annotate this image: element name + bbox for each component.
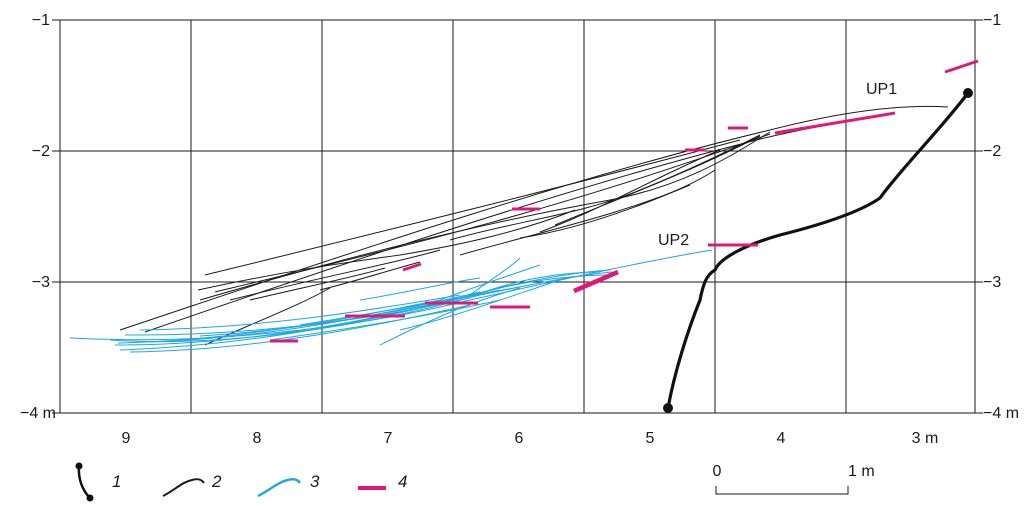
black-trace — [214, 133, 771, 293]
x-label-8: 8 — [253, 430, 262, 447]
borehole-icon — [75, 462, 94, 502]
blue-trace — [199, 289, 501, 337]
black-line-icon — [162, 478, 205, 497]
scale-bar-line — [715, 486, 849, 495]
blue-trace — [129, 304, 471, 353]
y-label-right--4: −4 m — [983, 405, 1019, 422]
borehole-bottom-dot — [663, 403, 673, 413]
black-trace — [199, 131, 771, 301]
magenta-bars — [270, 59, 979, 343]
black-trace — [229, 249, 441, 301]
legend-item-1: 1 — [75, 462, 121, 502]
blue-trace — [379, 287, 521, 346]
magenta-bar — [573, 269, 619, 294]
borehole-top-dot — [963, 88, 973, 98]
blue-line-icon — [257, 477, 302, 498]
blue-trace — [489, 271, 601, 291]
black-trace — [249, 267, 386, 301]
y-label-left--1: −1 — [32, 12, 50, 29]
scale-bar-zero: 0 — [713, 463, 722, 480]
y-axis-left: −1 −2 −3 −4 m — [20, 12, 56, 422]
blue-trace — [139, 294, 461, 331]
legend-number-3: 3 — [310, 472, 320, 491]
black-traces — [119, 105, 949, 346]
black-trace — [204, 139, 741, 276]
blue-trace — [109, 271, 613, 343]
magenta-bar — [944, 59, 979, 74]
blue-trace — [469, 257, 521, 296]
black-trace — [144, 117, 871, 333]
x-label-4: 4 — [777, 430, 786, 447]
x-label-7: 7 — [384, 430, 393, 447]
label-up2: UP2 — [658, 232, 689, 249]
borehole-ends — [663, 88, 973, 413]
legend-item-3: 3 — [257, 472, 320, 498]
y-label-left--2: −2 — [32, 143, 50, 160]
x-label-9: 9 — [122, 430, 131, 447]
magenta-bar — [402, 262, 422, 272]
blue-trace — [69, 249, 713, 341]
scale-bar: 0 1 m — [713, 463, 875, 495]
legend-item-2: 2 — [162, 472, 222, 497]
magenta-bar — [774, 111, 896, 135]
x-label-3: 3 m — [912, 430, 939, 447]
y-label-left--4: −4 m — [20, 405, 56, 422]
legend-number-4: 4 — [398, 472, 407, 491]
blue-traces — [69, 249, 713, 353]
blue-trace — [299, 284, 531, 326]
legend: 1 2 3 4 — [75, 462, 407, 502]
blue-trace — [269, 299, 501, 341]
y-label-right--2: −2 — [983, 143, 1001, 160]
black-trace — [554, 135, 761, 226]
blue-trace — [399, 279, 561, 331]
label-up1: UP1 — [866, 81, 897, 98]
blue-trace — [439, 264, 541, 301]
black-trace — [539, 149, 721, 233]
x-label-5: 5 — [646, 430, 655, 447]
y-axis-right: −1 −2 −3 −4 m — [983, 12, 1019, 422]
blue-trace — [359, 277, 481, 301]
black-trace — [197, 209, 576, 291]
y-label-left--3: −3 — [32, 274, 50, 291]
plot-frame — [59, 19, 976, 414]
black-trace — [319, 261, 421, 291]
y-label-right--3: −3 — [983, 274, 1001, 291]
legend-item-4: 4 — [358, 472, 407, 491]
legend-number-1: 1 — [112, 472, 121, 491]
y-label-right--1: −1 — [983, 12, 1001, 29]
scale-bar-one: 1 m — [848, 463, 875, 480]
x-axis: 9 8 7 6 5 4 3 m — [122, 430, 939, 447]
x-label-6: 6 — [515, 430, 524, 447]
black-trace — [459, 184, 691, 256]
boreholes — [666, 91, 970, 410]
legend-number-2: 2 — [211, 472, 222, 491]
black-trace — [519, 169, 716, 239]
borehole-up1-path — [666, 91, 970, 410]
